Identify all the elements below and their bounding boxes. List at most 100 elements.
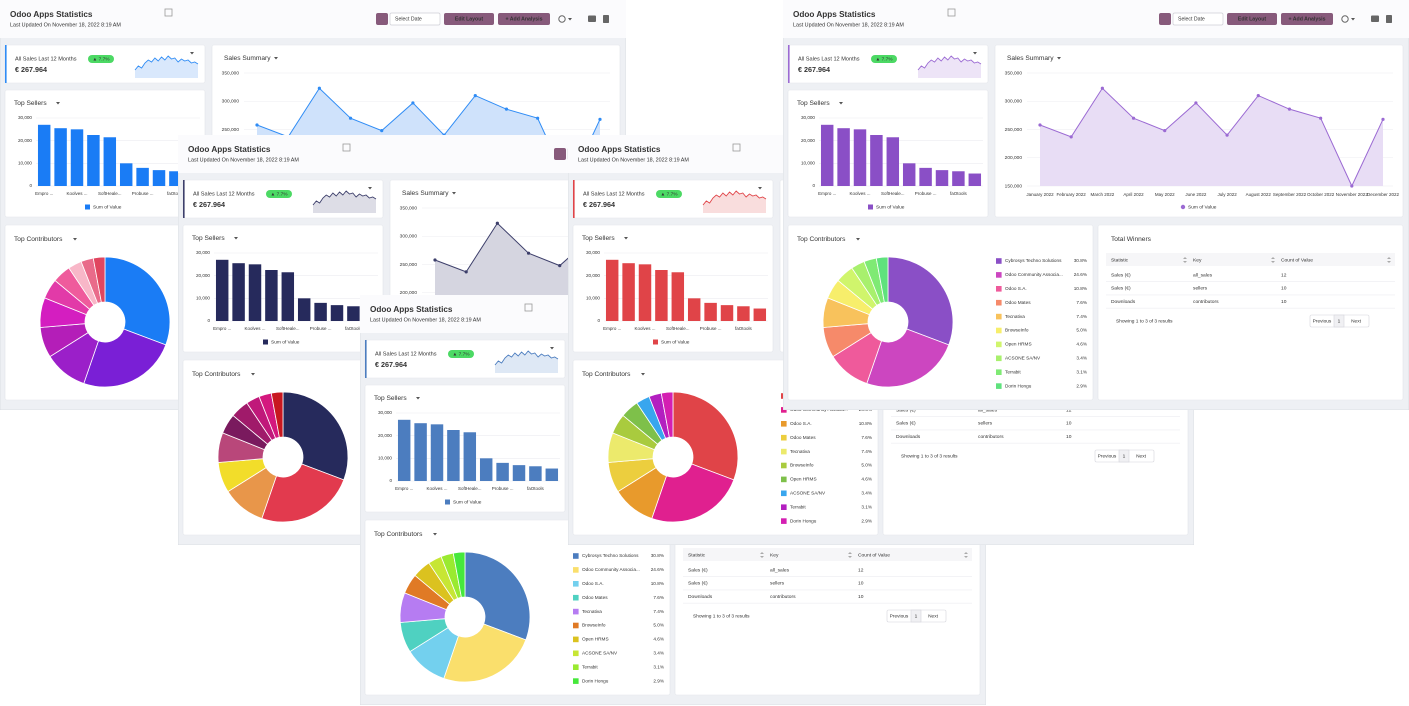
pie-slice xyxy=(651,463,735,523)
dropdown-caret[interactable] xyxy=(568,18,572,21)
legend-value: 4.6% xyxy=(653,637,664,642)
x-tick-label: June 2022 xyxy=(1185,192,1207,197)
kpi-sparkline xyxy=(494,350,559,366)
dropdown-caret[interactable] xyxy=(758,187,762,190)
date-placeholder[interactable]: Select Date xyxy=(1178,17,1205,23)
calendar-icon[interactable] xyxy=(1159,13,1171,25)
table-header[interactable]: Count of Value xyxy=(1281,257,1313,263)
edit-layout-label[interactable]: Edit Layout xyxy=(1238,17,1267,23)
legend-swatch xyxy=(996,341,1002,348)
legend-label: Odoo S.A. xyxy=(790,421,812,426)
expand-icon[interactable] xyxy=(342,143,351,152)
sort-icon[interactable] xyxy=(1387,257,1391,263)
legend-value: 3.1% xyxy=(1076,369,1087,374)
bar xyxy=(87,135,100,186)
dropdown-caret[interactable] xyxy=(1057,57,1061,60)
sort-icon[interactable] xyxy=(848,552,852,558)
bar xyxy=(297,298,311,321)
line xyxy=(256,87,601,188)
sort-icon[interactable] xyxy=(1183,257,1187,263)
table-header[interactable]: Statistic xyxy=(1111,257,1129,263)
refresh-icon[interactable] xyxy=(1341,15,1349,23)
delete-icon[interactable] xyxy=(1386,15,1392,23)
x-tick-label: faOtools xyxy=(167,191,185,196)
calendar-icon[interactable] xyxy=(554,148,566,160)
card-title: Sales Summary xyxy=(224,55,271,62)
x-tick-label: March 2022 xyxy=(1090,192,1114,197)
point xyxy=(1194,101,1198,105)
pager-button[interactable]: 1 xyxy=(915,614,918,620)
legend-value: 3.4% xyxy=(653,651,664,656)
expand-icon[interactable] xyxy=(947,8,956,17)
dropdown-caret[interactable] xyxy=(856,238,860,241)
dropdown-caret[interactable] xyxy=(452,192,456,195)
camera-icon[interactable] xyxy=(588,15,596,23)
dropdown-caret[interactable] xyxy=(73,238,77,241)
point xyxy=(1225,133,1229,137)
add-analysis-button[interactable] xyxy=(1281,13,1333,25)
pager-button[interactable]: Next xyxy=(1136,454,1147,460)
date-input[interactable] xyxy=(389,12,441,26)
legend-label: Odoo Community Associa... xyxy=(582,567,640,572)
dropdown-caret[interactable] xyxy=(416,397,420,400)
date-input[interactable] xyxy=(1172,12,1224,26)
dropdown-caret[interactable] xyxy=(1351,18,1355,21)
bar xyxy=(704,302,717,321)
sort-icon[interactable] xyxy=(964,552,968,558)
legend-swatch xyxy=(996,383,1002,389)
dropdown-caret[interactable] xyxy=(973,52,977,55)
table-cell: 10 xyxy=(1066,434,1072,440)
pager-button[interactable]: Next xyxy=(928,614,939,620)
dropdown-caret[interactable] xyxy=(274,57,278,60)
pager-button[interactable]: 1 xyxy=(1123,454,1126,460)
table-cell: contributors xyxy=(1193,299,1219,305)
edit-layout-label[interactable]: Edit Layout xyxy=(455,17,484,23)
pager-button[interactable]: Previous xyxy=(1098,454,1117,460)
y-tick-label: 20,000 xyxy=(801,138,815,143)
dropdown-caret[interactable] xyxy=(550,347,554,350)
table-header[interactable]: Key xyxy=(1193,257,1202,263)
refresh-icon[interactable] xyxy=(558,15,566,23)
pager-button[interactable]: Previous xyxy=(890,614,909,620)
dropdown-caret[interactable] xyxy=(839,102,843,105)
dropdown-caret[interactable] xyxy=(433,533,437,536)
add-analysis-label[interactable]: + Add Analysis xyxy=(506,17,543,23)
dropdown-caret[interactable] xyxy=(56,102,60,105)
legend-label: Cybrosys Techno Solutions xyxy=(1005,258,1062,263)
bar xyxy=(968,173,982,186)
dropdown-caret[interactable] xyxy=(641,373,645,376)
date-placeholder[interactable]: Select Date xyxy=(395,17,422,23)
table-header[interactable]: Count of Value xyxy=(858,552,890,558)
edit-layout-button[interactable] xyxy=(444,13,494,25)
dropdown-caret[interactable] xyxy=(234,237,238,240)
sort-icon[interactable] xyxy=(760,552,764,558)
table-header[interactable]: Key xyxy=(770,552,779,558)
line xyxy=(1039,87,1384,188)
add-analysis-label[interactable]: + Add Analysis xyxy=(1289,17,1326,23)
pager-button[interactable]: Previous xyxy=(1313,319,1332,325)
expand-icon[interactable] xyxy=(164,8,173,17)
edit-layout-button[interactable] xyxy=(1227,13,1277,25)
dropdown-caret[interactable] xyxy=(251,373,255,376)
dropdown-caret[interactable] xyxy=(624,237,628,240)
bar xyxy=(447,430,460,481)
kpi-sparkline xyxy=(134,55,199,71)
camera-icon[interactable] xyxy=(1371,15,1379,23)
legend-swatch xyxy=(573,622,579,629)
add-analysis-button[interactable] xyxy=(498,13,550,25)
table-header[interactable]: Statistic xyxy=(688,552,706,558)
pie-slice xyxy=(875,256,889,303)
delete-icon[interactable] xyxy=(603,15,609,23)
x-tick-label: Empro ... xyxy=(818,191,836,196)
dropdown-caret[interactable] xyxy=(190,52,194,55)
pager-button[interactable]: Next xyxy=(1351,319,1362,325)
dropdown-caret[interactable] xyxy=(368,187,372,190)
table-header-bg xyxy=(1106,253,1395,266)
calendar-icon[interactable] xyxy=(376,13,388,25)
legend-value: 4.6% xyxy=(861,477,872,482)
expand-icon[interactable] xyxy=(524,303,533,312)
sort-icon[interactable] xyxy=(1271,257,1275,263)
point xyxy=(526,251,531,255)
expand-icon[interactable] xyxy=(732,143,741,152)
pager-button[interactable]: 1 xyxy=(1338,319,1341,325)
